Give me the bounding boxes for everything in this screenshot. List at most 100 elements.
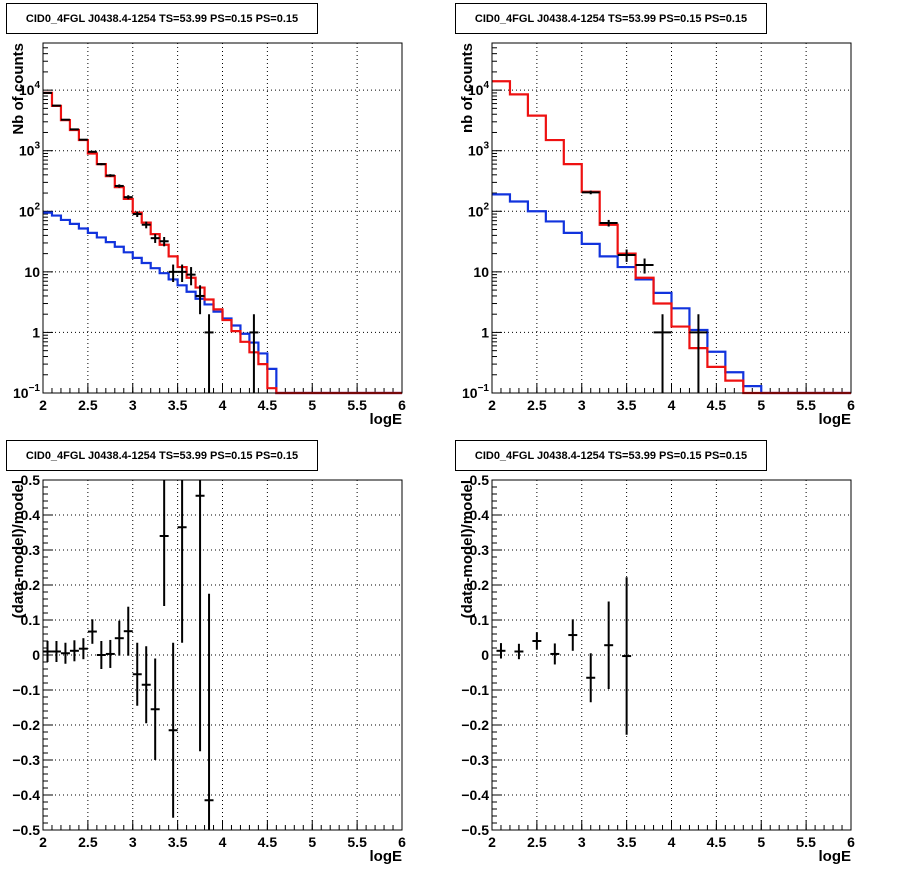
data-point (87, 150, 97, 153)
y-tick-label: 0.1 (470, 612, 490, 628)
y-tick-label: 0.2 (21, 577, 41, 593)
data-point (204, 314, 214, 393)
data-point (168, 642, 178, 818)
panel-4: 2 2.5 3 3.5 4 4.5 5 5.5 6 −0.5 −0.4 −0.3 −0.2 −0.1 0 0.… (459, 472, 855, 865)
data-point (532, 632, 542, 650)
data-point (105, 174, 115, 177)
data-point (78, 138, 88, 141)
data-point (96, 641, 106, 669)
panel-4-title: CID0_4FGL J0438.4-1254 TS=53.99 PS=0.15 … (455, 440, 767, 471)
y-tick-label: −0.4 (12, 787, 40, 803)
data-point (87, 619, 97, 644)
data-point (622, 577, 632, 735)
y-tick-exponent: 3 (483, 141, 489, 152)
data-point (60, 118, 70, 121)
y-tick-label: 0.4 (21, 507, 41, 523)
x-axis-label: logE (819, 848, 852, 865)
x-tick-label: 6 (847, 397, 855, 413)
data-point (186, 267, 196, 286)
plot-frame (491, 479, 852, 831)
data-point (159, 237, 169, 247)
x-tick-label: 2 (488, 834, 496, 850)
data-point (43, 91, 52, 94)
x-tick-label: 5 (308, 834, 316, 850)
total-model-histogram (492, 80, 851, 395)
y-axis-label: (data-model)/model (459, 480, 476, 618)
x-tick-label: 3.5 (168, 834, 188, 850)
x-tick-label: 5.5 (796, 397, 816, 413)
data-point (123, 606, 133, 656)
y-tick-label: 0.1 (21, 612, 41, 628)
data-point (635, 258, 654, 274)
x-tick-label: 5 (757, 397, 765, 413)
y-tick-label: 0.5 (21, 472, 41, 488)
x-tick-label: 3.5 (168, 397, 188, 413)
y-tick-label: 10 (473, 264, 489, 280)
y-tick-label: −0.3 (12, 752, 40, 768)
x-tick-label: 4.5 (258, 834, 278, 850)
panel-3-title: CID0_4FGL J0438.4-1254 TS=53.99 PS=0.15 … (6, 440, 318, 471)
data-point (177, 480, 187, 643)
x-tick-label: 4 (668, 834, 676, 850)
x-tick-label: 3 (129, 397, 137, 413)
y-tick-label: 10−1 (462, 383, 489, 401)
data-point (132, 642, 142, 706)
data-point (195, 480, 205, 752)
data-point (96, 163, 106, 166)
data-point (69, 640, 79, 662)
x-tick-label: 3.5 (617, 834, 637, 850)
x-tick-label: 4.5 (258, 397, 278, 413)
y-tick-label: −0.4 (461, 787, 489, 803)
data-point (689, 314, 708, 393)
data-point (653, 314, 672, 393)
x-tick-label: 4 (668, 397, 676, 413)
y-tick-label: 0.4 (470, 507, 490, 523)
data-point (114, 620, 124, 656)
data-point (132, 211, 142, 217)
data-point (159, 480, 169, 606)
x-tick-label: 4 (219, 397, 227, 413)
x-tick-label: 2.5 (527, 834, 547, 850)
data-point (51, 641, 61, 662)
data-point (496, 643, 506, 659)
x-tick-label: 2 (488, 397, 496, 413)
x-tick-label: 3 (129, 834, 137, 850)
data-point (168, 264, 178, 282)
data-point (599, 219, 618, 227)
x-tick-label: 4.5 (707, 834, 727, 850)
y-axis-label: Nb of counts (10, 43, 27, 135)
y-tick-label: 102 (19, 201, 41, 219)
y-tick-label: 102 (468, 201, 490, 219)
x-axis-label: logE (370, 848, 403, 865)
data-point (581, 190, 600, 195)
x-tick-label: 2 (39, 834, 47, 850)
x-tick-label: 4 (219, 834, 227, 850)
y-tick-label: 0.2 (470, 577, 490, 593)
y-tick-label: 0.3 (21, 542, 41, 558)
x-axis-label: logE (370, 411, 403, 428)
y-tick-label: 0.5 (470, 472, 490, 488)
plot-frame (491, 42, 852, 394)
data-point (150, 658, 160, 760)
panel-2: 2 2.5 3 3.5 4 4.5 5 5.5 610−1110102103104logEnb … (459, 42, 855, 428)
x-tick-label: 3 (578, 397, 586, 413)
data-point (141, 221, 151, 229)
y-tick-label: −0.5 (12, 822, 40, 838)
y-tick-label: 10−1 (13, 383, 40, 401)
data-point (141, 646, 151, 724)
y-tick-label: 0 (481, 647, 489, 663)
x-tick-label: 3.5 (617, 397, 637, 413)
y-tick-label: −0.1 (12, 682, 40, 698)
data-point (195, 285, 205, 315)
x-tick-label: 4.5 (707, 397, 727, 413)
data-point (249, 314, 259, 393)
x-tick-label: 6 (398, 397, 406, 413)
x-tick-label: 5 (308, 397, 316, 413)
y-axis-label: nb of counts (459, 43, 476, 133)
x-tick-label: 5.5 (347, 834, 367, 850)
y-tick-label: −0.3 (461, 752, 489, 768)
y-tick-exponent: −1 (29, 383, 41, 394)
data-point (514, 643, 524, 660)
y-tick-label: 0.3 (470, 542, 490, 558)
